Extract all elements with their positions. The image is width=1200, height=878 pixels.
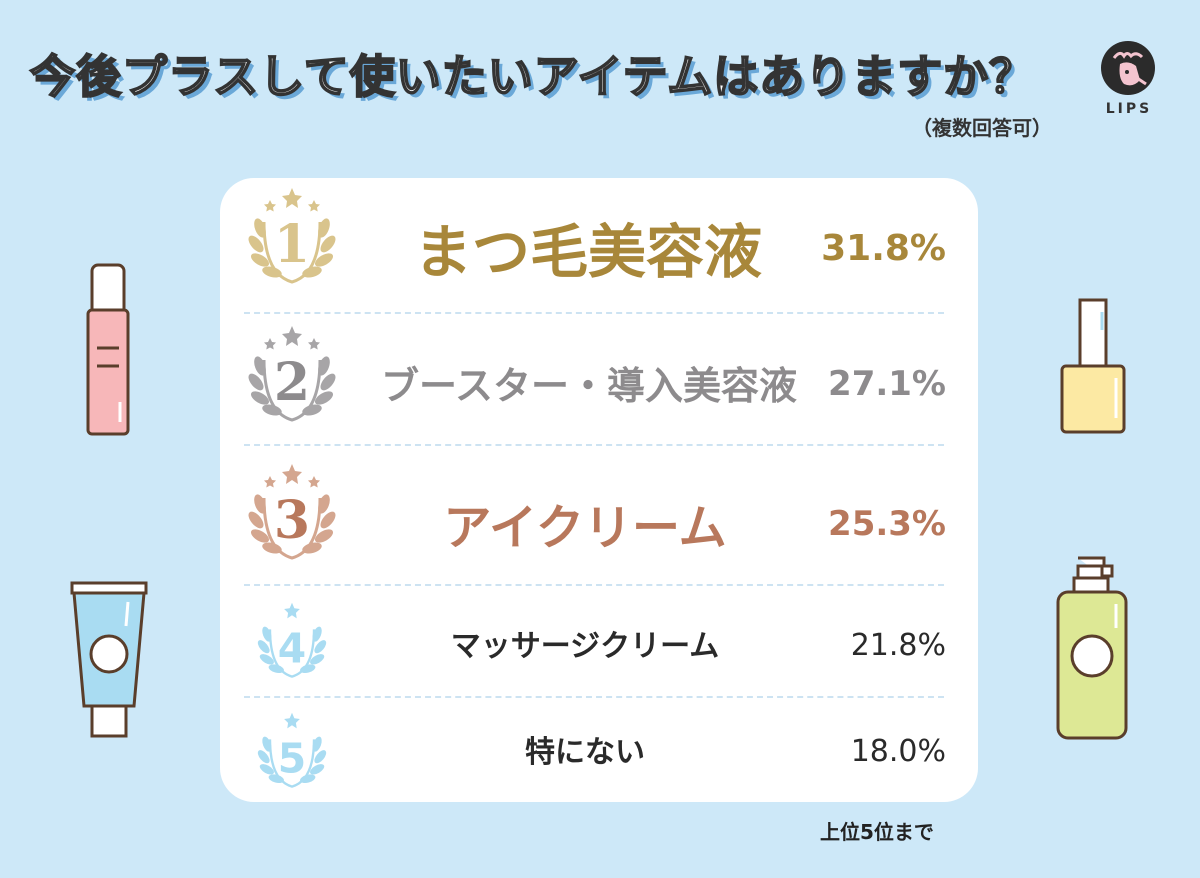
rank-3-value: 25.3% (828, 504, 946, 544)
svg-text:3: 3 (274, 490, 310, 551)
star-icon (308, 338, 320, 350)
cream-tube-icon (70, 581, 148, 738)
star-icon (284, 712, 300, 729)
star-icon (284, 602, 300, 619)
star-icon (264, 476, 276, 488)
rank-row-4: 4 マッサージクリーム 21.8% (220, 590, 978, 694)
multiple-answers-note: （複数回答可） (912, 116, 1052, 140)
logo-wordmark: LIPS (1105, 101, 1153, 117)
lips-deer-logo-icon (1101, 41, 1155, 95)
rank-row-3: 3 アイクリーム アイクリーム 25.3% (220, 454, 978, 584)
rank-row-5: 5 特にない 18.0% (220, 700, 978, 802)
divider (244, 696, 944, 698)
rank-row-1: 1 まつ毛美容液 31.8% (220, 178, 978, 308)
laurel-wreath-icon: 3 (248, 464, 336, 560)
divider (244, 312, 944, 314)
laurel-wreath-icon: 2 (248, 326, 336, 422)
rank-row-2: 2 ブースター・導入美容液 27.1% (220, 316, 978, 444)
divider (244, 444, 944, 446)
rank-3-label-display: アイクリーム (443, 500, 727, 556)
laurel-wreath-icon: 1 (248, 188, 336, 284)
rank-4-label: マッサージクリーム (450, 629, 720, 664)
rank-1-label: まつ毛美容液 (413, 218, 762, 286)
svg-text:5: 5 (278, 734, 306, 782)
laurel-wreath-icon: 4 (257, 602, 327, 678)
page-title: 今後プラスして使いたいアイテムはありますか？ (29, 49, 1036, 104)
star-icon (282, 188, 302, 208)
divider (244, 584, 944, 586)
svg-text:4: 4 (278, 624, 306, 672)
svg-text:2: 2 (274, 352, 310, 413)
star-icon (282, 464, 302, 484)
nail-polish-icon (1060, 298, 1126, 434)
pump-bottle-icon (1056, 556, 1128, 740)
laurel-wreath-icon: 5 (257, 712, 327, 788)
lotion-bottle-icon (86, 263, 130, 436)
rank-2-label: ブースター・導入美容液 (380, 363, 798, 408)
star-icon (264, 200, 276, 212)
rank-1-value: 31.8% (821, 228, 946, 269)
star-icon (282, 326, 302, 346)
top5-footnote: 上位5位まで (820, 820, 934, 844)
svg-text:1: 1 (274, 214, 310, 275)
star-icon (308, 476, 320, 488)
star-icon (308, 200, 320, 212)
star-icon (264, 338, 276, 350)
rank-5-label: 特にない (525, 735, 645, 770)
rank-5-value: 18.0% (850, 734, 946, 769)
rank-2-value: 27.1% (828, 364, 946, 404)
rank-4-value: 21.8% (850, 628, 946, 663)
ranking-card: 1 まつ毛美容液 31.8% 2 ブース (220, 178, 978, 802)
